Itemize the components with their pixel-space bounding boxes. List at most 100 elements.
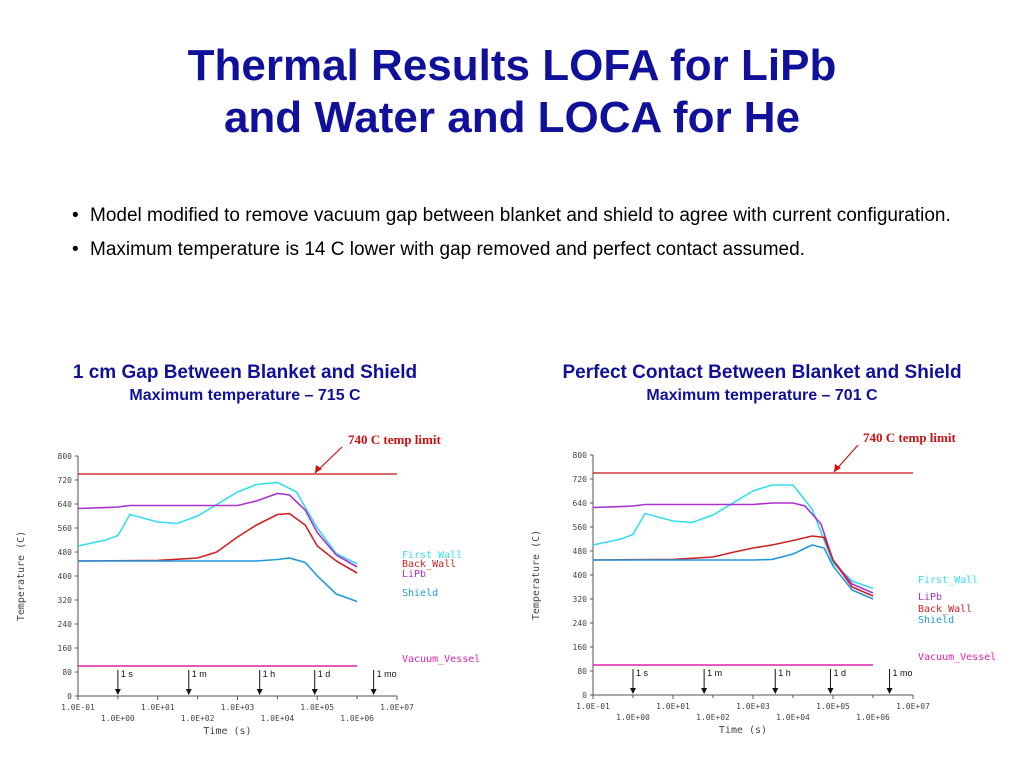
time-marker-arrow-head	[827, 688, 834, 694]
left-panel-heading: 1 cm Gap Between Blanket and Shield	[72, 362, 418, 383]
x-tick-label: 1.0E-01	[61, 703, 95, 712]
time-marker-arrow-head	[311, 689, 318, 695]
time-marker-label: 1 m	[192, 669, 207, 679]
bullet-dot-icon: •	[72, 239, 79, 260]
right-panel-subheading: Maximum temperature – 701 C	[646, 387, 878, 404]
y-tick-label: 0	[67, 692, 72, 701]
x-tick-label: 1.0E+00	[101, 714, 135, 723]
y-tick-label: 720	[573, 475, 588, 484]
legend-label: Vacuum_Vessel	[402, 654, 480, 665]
series-line-back-wall	[592, 535, 874, 597]
slide-title: Thermal Results LOFA for LiPb and Water …	[0, 40, 1024, 144]
series-line-back-wall	[77, 512, 358, 574]
bullet-dot-icon: •	[72, 205, 79, 226]
series-line-first-wall	[592, 484, 874, 590]
x-tick-label: 1.0E+01	[656, 702, 690, 711]
time-marker-label: 1 mo	[377, 669, 397, 679]
time-marker-label: 1 d	[833, 668, 846, 678]
temp-limit-annotation: 740 C temp limit	[348, 432, 441, 447]
time-marker-arrow-head	[114, 689, 121, 695]
x-tick-label: 1.0E+02	[181, 714, 215, 723]
legend-label: First_Wall	[918, 575, 978, 586]
annotation-arrow-head	[315, 465, 322, 473]
slide-title-line-1: Thermal Results LOFA for LiPb	[187, 41, 837, 90]
x-tick-label: 1.0E+02	[696, 713, 730, 722]
series-line-first-wall	[77, 481, 358, 565]
bullet-text: Maximum temperature is 14 C lower with g…	[90, 239, 805, 260]
annotation-arrow-head	[834, 464, 841, 472]
x-tick-label: 1.0E+03	[736, 702, 770, 711]
x-tick-label: 1.0E+05	[816, 702, 850, 711]
x-tick-label: 1.0E+04	[776, 713, 810, 722]
series-line-lipb	[77, 492, 358, 568]
left-temperature-chart: 0 80 160 240 320 400 480 560 640 720 800 Temperatur…	[10, 425, 510, 745]
legend-label: LiPb	[402, 569, 426, 580]
x-tick-label: 1.0E+05	[300, 703, 334, 712]
series-line-shield	[78, 557, 358, 603]
time-marker-label: 1 m	[707, 668, 722, 678]
y-tick-label: 320	[58, 596, 73, 605]
x-tick-label: 1.0E+04	[261, 714, 295, 723]
y-tick-label: 400	[573, 571, 588, 580]
time-marker-label: 1 d	[318, 669, 331, 679]
y-tick-label: 160	[58, 644, 73, 653]
x-tick-label: 1.0E+06	[856, 713, 890, 722]
time-marker-arrow-head	[370, 689, 377, 695]
x-tick-label: 1.0E-01	[576, 702, 610, 711]
x-axis-title: Time (s)	[719, 725, 767, 736]
temp-limit-annotation: 740 C temp limit	[863, 430, 956, 445]
y-tick-label: 720	[58, 476, 73, 485]
time-marker-label: 1 h	[263, 669, 276, 679]
y-tick-label: 0	[582, 691, 587, 700]
right-panel-heading: Perfect Contact Between Blanket and Shie…	[562, 362, 962, 383]
x-tick-label: 1.0E+01	[141, 703, 175, 712]
legend-label: Vacuum_Vessel	[918, 652, 996, 663]
time-marker-arrow-head	[256, 689, 263, 695]
y-tick-label: 160	[573, 643, 588, 652]
y-tick-label: 320	[573, 595, 588, 604]
y-tick-label: 560	[58, 524, 73, 533]
series-line-shield	[593, 544, 874, 600]
bullet-item: • Model modified to remove vacuum gap bet…	[70, 203, 970, 229]
chart-svg: 0 80 160 240 320 400 480 560 640 720 800 Temperatur…	[531, 430, 996, 736]
x-tick-label: 1.0E+06	[340, 714, 374, 723]
x-axis-title: Time (s)	[203, 726, 251, 737]
y-tick-label: 640	[58, 500, 73, 509]
y-tick-label: 800	[573, 451, 588, 460]
legend-label: Shield	[918, 615, 954, 626]
y-tick-label: 80	[577, 667, 587, 676]
y-axis-title: Temperature (C)	[531, 530, 542, 620]
y-tick-label: 480	[58, 548, 73, 557]
x-tick-label: 1.0E+07	[896, 702, 930, 711]
time-marker-label: 1 s	[636, 668, 649, 678]
legend-label: Back_Wall	[402, 559, 456, 570]
left-panel-header: 1 cm Gap Between Blanket and Shield Maxi…	[20, 361, 470, 407]
y-axis-title: Temperature (C)	[16, 531, 27, 621]
time-marker-arrow-head	[185, 689, 192, 695]
x-tick-label: 1.0E+07	[380, 703, 414, 712]
time-marker-arrow-head	[886, 688, 893, 694]
y-tick-label: 80	[62, 668, 72, 677]
y-tick-label: 400	[58, 572, 73, 581]
bullet-item: • Maximum temperature is 14 C lower with …	[70, 237, 970, 263]
legend-label: Back_Wall	[918, 604, 972, 615]
y-tick-label: 800	[58, 452, 73, 461]
x-tick-label: 1.0E+03	[221, 703, 255, 712]
time-marker-label: 1 mo	[893, 668, 913, 678]
left-panel-subheading: Maximum temperature – 715 C	[129, 387, 361, 404]
bullet-text: Model modified to remove vacuum gap betw…	[90, 205, 951, 226]
y-tick-label: 240	[573, 619, 588, 628]
time-marker-label: 1 s	[121, 669, 134, 679]
bullet-list: • Model modified to remove vacuum gap bet…	[70, 203, 970, 271]
time-marker-label: 1 h	[778, 668, 791, 678]
time-marker-arrow-head	[772, 688, 779, 694]
slide-title-line-2: and Water and LOCA for He	[223, 93, 801, 142]
right-panel-header: Perfect Contact Between Blanket and Shie…	[512, 361, 1012, 407]
legend-label: LiPb	[918, 592, 942, 603]
time-marker-arrow-head	[701, 688, 708, 694]
y-tick-label: 640	[573, 499, 588, 508]
legend-label: First_Wall	[402, 550, 462, 561]
y-tick-label: 240	[58, 620, 73, 629]
right-temperature-chart: 0 80 160 240 320 400 480 560 640 720 800 Temperatur…	[525, 425, 1024, 745]
x-tick-label: 1.0E+00	[616, 713, 650, 722]
